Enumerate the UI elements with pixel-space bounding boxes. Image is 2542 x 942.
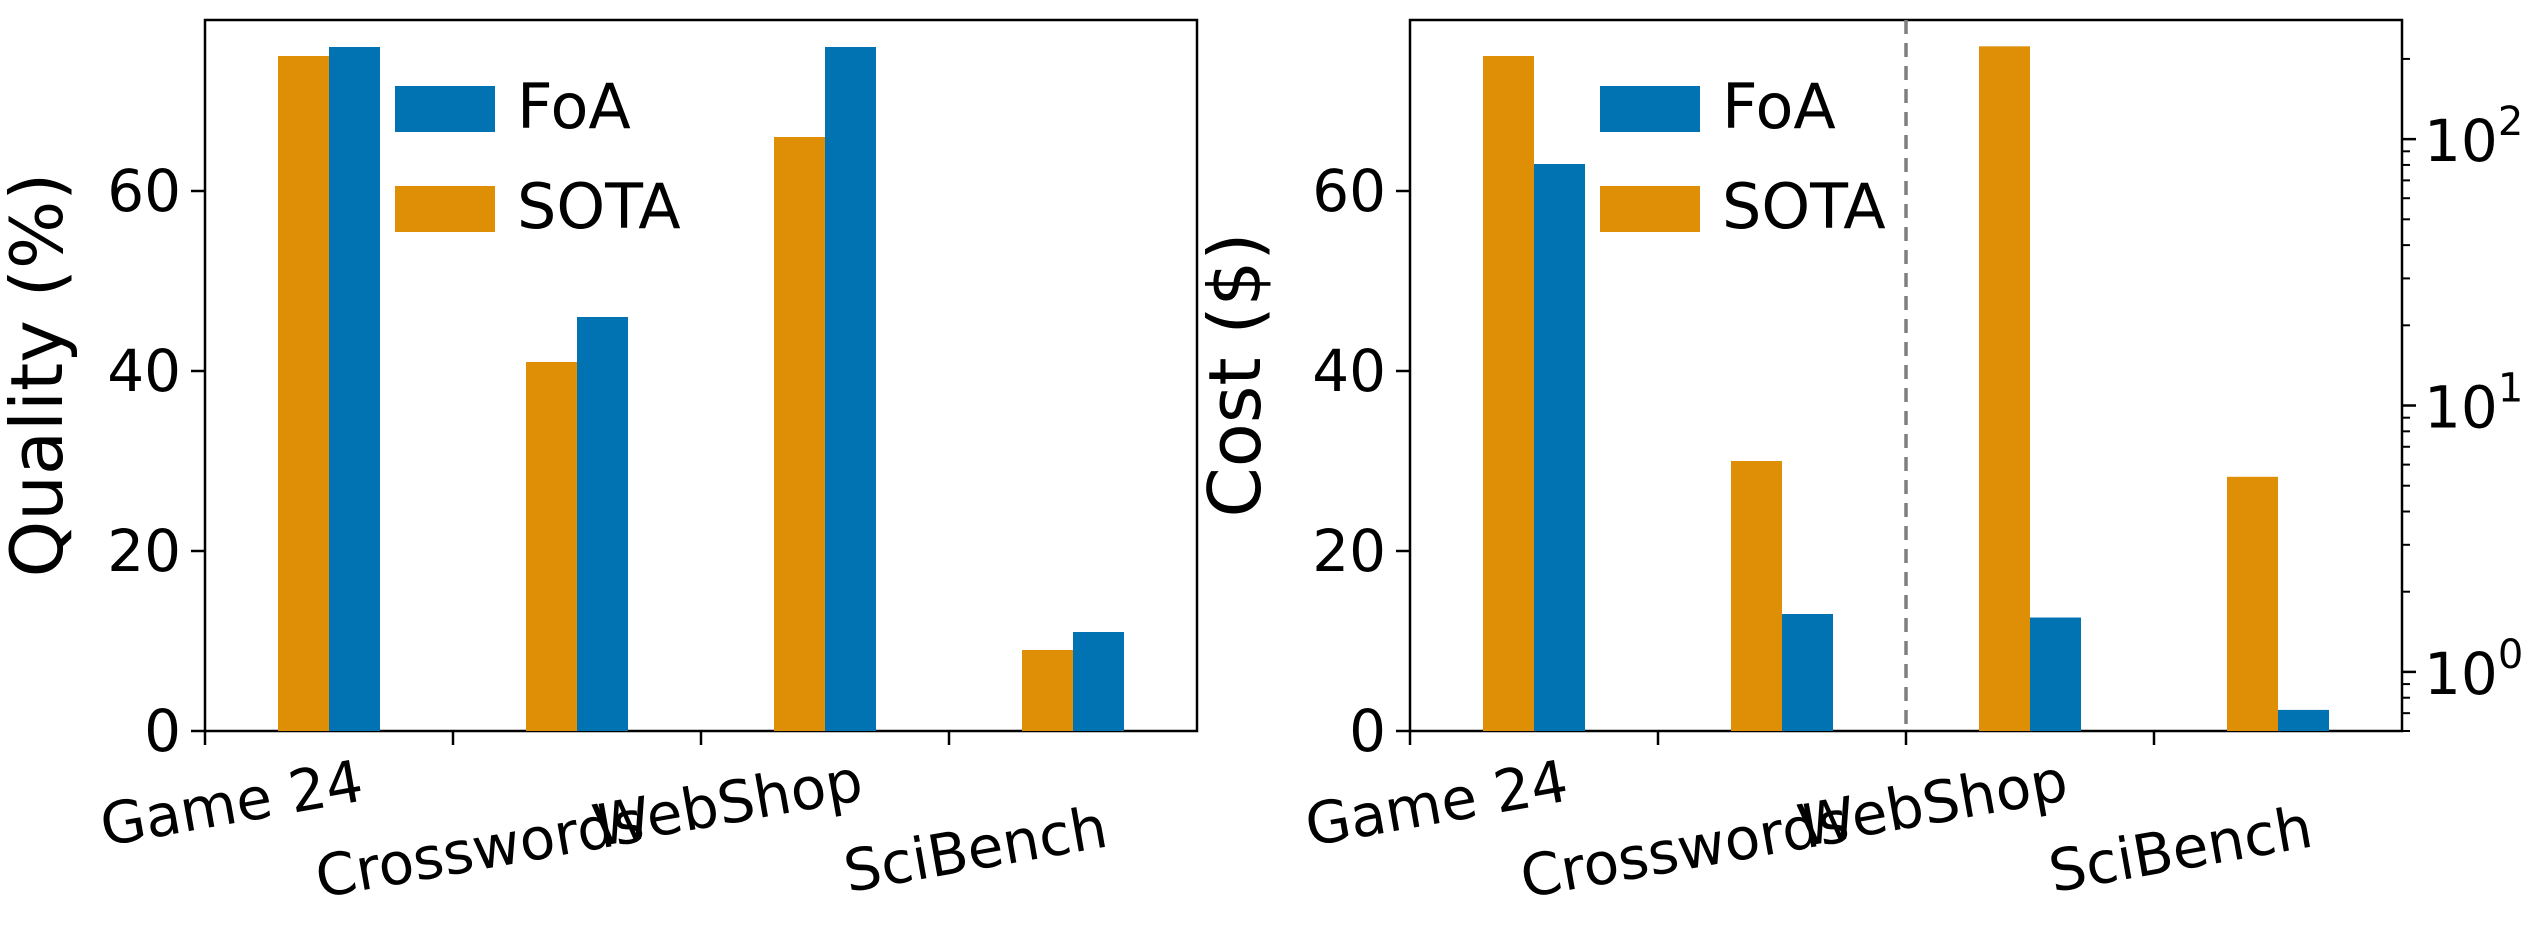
y-axis-title: Quality (%) — [0, 173, 79, 578]
legend: FoA SOTA — [1600, 70, 1886, 243]
y-tick-label: 0 — [144, 697, 181, 765]
bar-foa-crosswords — [1782, 614, 1833, 731]
legend-label-foa: FoA — [1722, 70, 1836, 143]
legend: FoA SOTA — [395, 70, 681, 243]
bar-sota-crosswords — [526, 362, 577, 731]
y-tick-label: 20 — [107, 517, 181, 585]
bar-foa-scibench — [2278, 709, 2329, 731]
bar-foa-webshop — [825, 47, 876, 731]
legend-label-sota: SOTA — [1722, 170, 1886, 243]
y-axis-title: Cost ($) — [1193, 233, 1277, 518]
x-tick-label-webshop: WebShop — [588, 746, 868, 860]
x-tick-label-scibench: SciBench — [2044, 793, 2317, 906]
legend-label-sota: SOTA — [517, 170, 681, 243]
right-tick-label: 100 — [2424, 632, 2523, 708]
y-tick-label: 0 — [1349, 697, 1386, 765]
bar-sota-game-24 — [278, 56, 329, 731]
bar-sota-scibench — [2227, 476, 2278, 731]
bar-foa-scibench — [1073, 632, 1124, 731]
legend-swatch-foa — [1600, 86, 1700, 132]
right-tick-label: 101 — [2424, 366, 2523, 442]
y-tick-label: 40 — [1312, 337, 1386, 405]
legend-label-foa: FoA — [517, 70, 631, 143]
legend-swatch-foa — [395, 86, 495, 132]
bar-sota-game-24 — [1483, 56, 1534, 731]
bar-sota-crosswords — [1731, 461, 1782, 731]
bar-foa-crosswords — [577, 317, 628, 731]
legend-swatch-sota — [1600, 186, 1700, 232]
y-tick-label: 60 — [1312, 157, 1386, 225]
legend-swatch-sota — [395, 186, 495, 232]
right-tick-label: 102 — [2424, 99, 2523, 175]
y-tick-label: 20 — [1312, 517, 1386, 585]
x-tick-label-webshop: WebShop — [1793, 746, 2073, 860]
y-tick-label: 60 — [107, 157, 181, 225]
bar-foa-webshop — [2030, 617, 2081, 731]
bar-foa-game-24 — [329, 47, 380, 731]
bar-foa-game-24 — [1534, 164, 1585, 731]
bar-sota-scibench — [1022, 650, 1073, 731]
y-tick-label: 40 — [107, 337, 181, 405]
bar-sota-webshop — [774, 137, 825, 731]
x-tick-label-scibench: SciBench — [839, 793, 1112, 906]
bar-sota-webshop — [1979, 46, 2030, 731]
